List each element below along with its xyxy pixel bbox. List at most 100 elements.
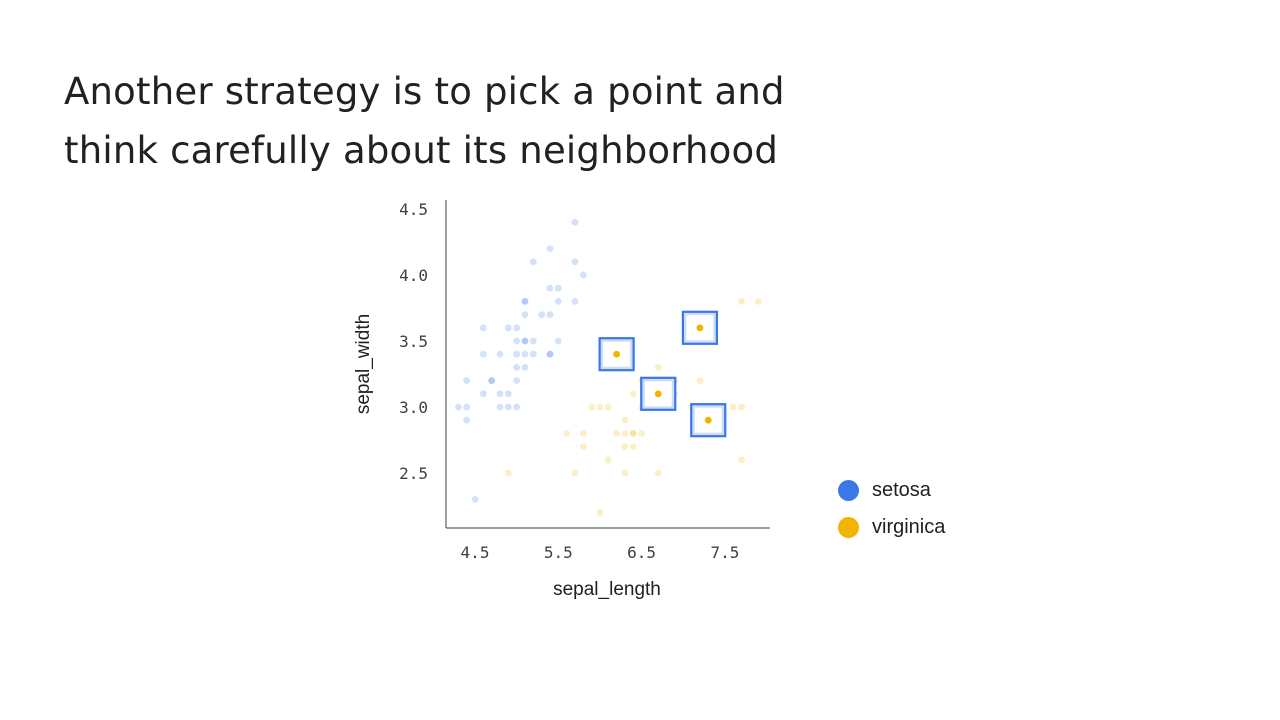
data-point-setosa [504,324,512,332]
data-point-setosa [554,337,562,345]
data-point-virginica [579,443,587,450]
data-point-setosa [546,350,554,358]
data-point-setosa [529,337,537,345]
data-point-setosa [513,337,521,345]
data-point-virginica [621,430,629,437]
data-point-setosa [496,390,504,398]
data-point-virginica [754,298,762,305]
data-point-setosa [571,218,579,226]
data-point-setosa [488,377,496,384]
data-point-setosa [546,350,554,358]
data-point-setosa [554,298,562,305]
x-axis-label: sepal_length [553,579,661,600]
data-point-setosa [521,337,529,345]
data-point-virginica [504,469,512,477]
data-point-virginica [604,456,612,464]
data-point-virginica [613,430,621,437]
data-point-setosa [546,245,554,253]
title-line-1: Another strategy is to pick a point and [64,70,785,113]
data-point-virginica [571,469,579,477]
legend: setosa virginica [838,472,945,546]
data-point-setosa [579,271,587,279]
highlighted-point-virginica [613,350,621,358]
data-point-virginica [563,430,571,437]
data-point-setosa [463,403,471,411]
data-point-setosa [538,311,546,318]
data-point-setosa [454,403,462,411]
data-point-virginica [629,443,637,450]
data-point-setosa [513,350,521,358]
x-tick-label: 6.5 [627,543,656,562]
highlighted-point-virginica [654,390,662,398]
data-point-virginica [696,377,704,384]
data-point-virginica [621,469,629,477]
x-tick-label: 4.5 [461,543,490,562]
data-point-virginica [654,469,662,477]
legend-item-setosa: setosa [838,472,945,509]
data-point-virginica [579,430,587,437]
x-tick-label: 5.5 [544,543,573,562]
data-point-setosa [571,298,579,305]
data-point-virginica [738,298,745,305]
y-tick-label: 4.5 [399,200,428,219]
y-axis-label: sepal_width [353,314,374,414]
data-point-setosa [504,403,512,411]
data-point-setosa [479,350,487,358]
neighborhood-box-glow [682,311,718,345]
slide-title: Another strategy is to pick a point and … [64,62,964,180]
legend-label-setosa: setosa [872,479,931,501]
data-point-virginica [629,430,637,437]
data-point-setosa [521,337,529,345]
neighborhood-box [681,310,719,345]
legend-item-virginica: virginica [838,509,945,546]
data-point-virginica [738,456,745,464]
data-point-virginica [629,430,637,437]
data-point-virginica [596,509,604,516]
series-setosa [454,218,587,503]
data-point-setosa [521,311,529,318]
data-point-setosa [521,298,529,305]
data-point-setosa [479,390,487,398]
neighborhood-box-glow [690,403,726,437]
data-point-setosa [471,496,479,503]
highlighted-points [598,310,727,438]
data-point-setosa [529,350,537,358]
highlighted-point-virginica [704,416,712,424]
legend-label-virginica: virginica [872,516,946,538]
y-tick-label: 2.5 [399,464,428,483]
data-point-setosa [496,350,504,358]
y-tick-label: 3.0 [399,398,428,417]
neighborhood-box-glow [640,377,676,411]
legend-swatch-setosa [838,480,859,501]
data-point-setosa [521,298,529,305]
data-point-virginica [621,443,629,450]
legend-swatch-virginica [838,517,859,538]
data-point-setosa [463,377,471,384]
data-point-setosa [463,416,471,424]
data-point-virginica [596,403,604,411]
data-point-virginica [738,403,745,411]
x-tick-label: 7.5 [710,543,739,562]
data-point-setosa [546,284,554,292]
data-point-setosa [488,377,496,384]
data-point-setosa [571,258,579,266]
y-tick-label: 4.0 [399,266,428,285]
y-tick-label: 3.5 [399,332,428,351]
data-point-virginica [629,390,637,398]
data-point-setosa [513,377,521,384]
data-point-setosa [504,390,512,398]
data-point-virginica [638,430,645,437]
data-point-setosa [554,284,562,292]
data-point-setosa [513,324,521,332]
data-point-setosa [513,364,521,371]
data-point-setosa [521,350,529,358]
title-line-2: think carefully about its neighborhood [64,129,779,172]
neighborhood-box-glow [599,337,635,371]
data-point-setosa [529,258,537,266]
data-point-virginica [729,403,737,411]
data-point-virginica [588,403,596,411]
data-point-setosa [513,403,521,411]
data-point-setosa [496,403,504,411]
data-point-virginica [654,364,662,371]
